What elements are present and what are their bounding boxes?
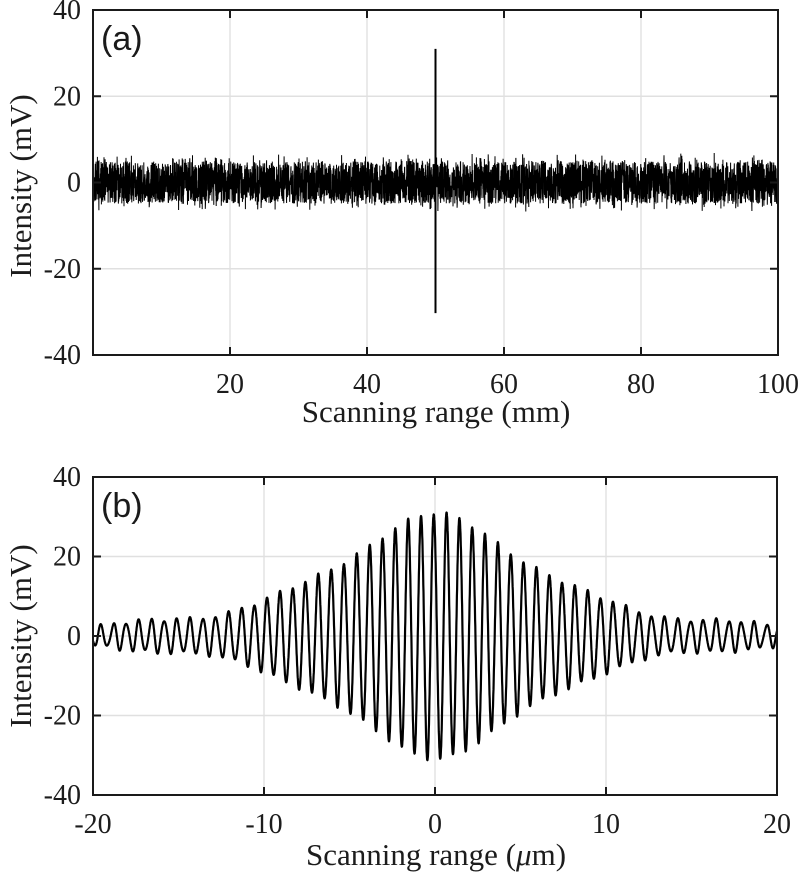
x-tick-label: 80: [627, 369, 655, 400]
panel-b-xlabel: Scanning range (μm): [306, 837, 566, 873]
x-tick-label: -10: [245, 809, 282, 840]
y-tick-label: 0: [67, 621, 81, 652]
y-tick-label: 40: [53, 0, 81, 26]
panel-a-label: (a): [101, 20, 143, 58]
interferogram-fringe-packet: [91, 511, 779, 762]
y-tick-label: -20: [44, 701, 81, 732]
x-tick-label: 20: [763, 809, 791, 840]
y-tick-label: -40: [44, 340, 81, 371]
x-tick-label: 100: [757, 369, 799, 400]
y-tick-label: 40: [53, 462, 81, 493]
y-tick-label: -40: [44, 780, 81, 811]
panel-b-xlabel-mu: μ: [516, 837, 532, 872]
panel-b-xlabel-prefix: Scanning range (: [305, 837, 517, 872]
panel-a-ylabel: Intensity (mV): [3, 94, 38, 278]
x-tick-label: 20: [216, 369, 244, 400]
x-tick-label: 10: [592, 809, 620, 840]
y-tick-label: 20: [53, 81, 81, 112]
panel-b-label: (b): [101, 487, 143, 525]
panel-a-xlabel: Scanning range (mm): [301, 394, 571, 429]
panel-b-xlabel-suffix: m): [531, 837, 567, 872]
y-tick-label: 20: [53, 542, 81, 573]
x-tick-label: 60: [490, 369, 518, 400]
x-tick-label: 40: [353, 369, 381, 400]
y-tick-label: 0: [67, 168, 81, 199]
x-tick-label: -20: [74, 809, 111, 840]
panel-b-ylabel: Intensity (mV): [3, 544, 38, 728]
y-tick-label: -20: [44, 254, 81, 285]
x-tick-label: 0: [428, 809, 442, 840]
